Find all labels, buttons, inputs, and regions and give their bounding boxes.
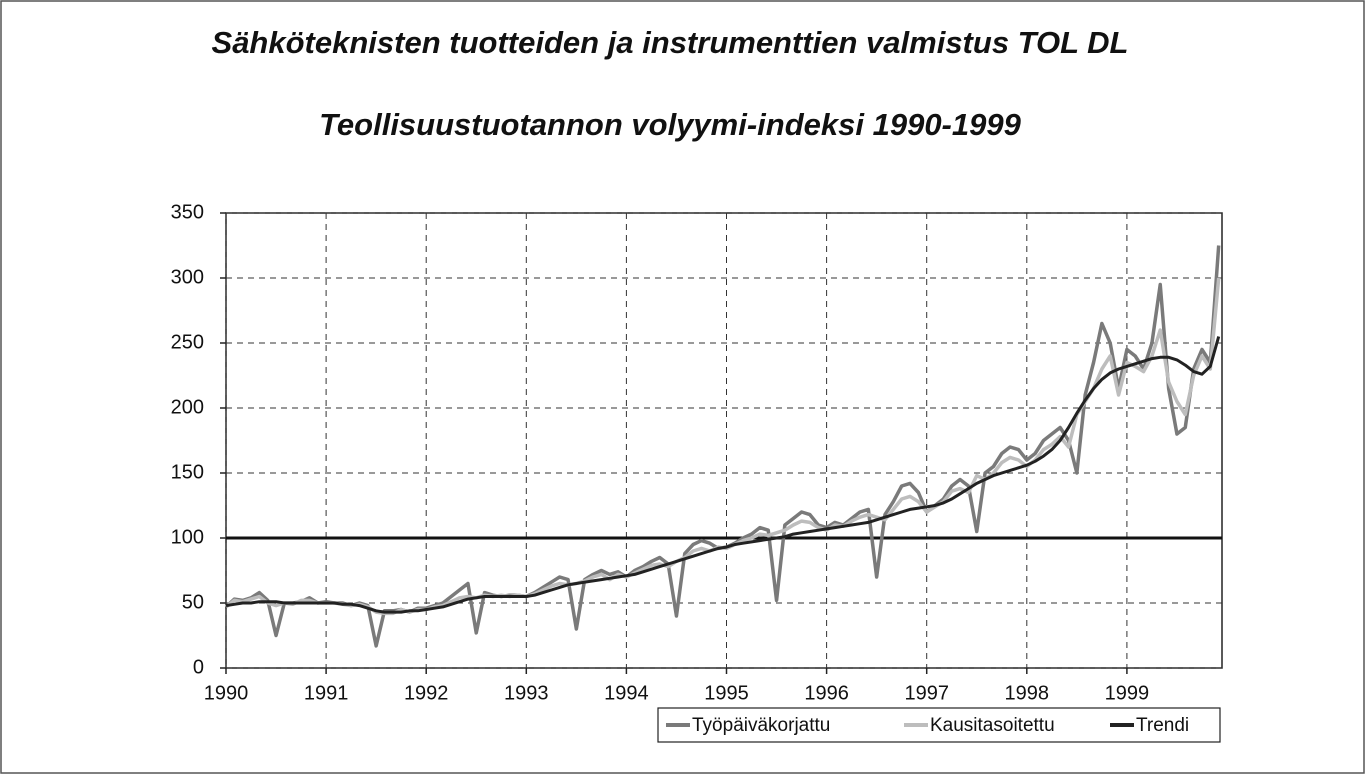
x-tick-label: 1993: [504, 682, 549, 704]
y-tick-label: 100: [171, 526, 204, 548]
y-tick-label: 0: [193, 656, 204, 678]
y-tick-label: 150: [171, 461, 204, 483]
legend-label: Kausitasoitettu: [930, 715, 1055, 736]
x-tick-label: 1994: [604, 682, 649, 704]
legend-label: Työpäiväkorjattu: [692, 715, 830, 736]
x-tick-label: 1991: [304, 682, 349, 704]
x-tick-label: 1998: [1005, 682, 1050, 704]
x-tick-label: 1995: [704, 682, 749, 704]
y-tick-label: 300: [171, 266, 204, 288]
chart-subtitle: Teollisuustuotannon volyymi-indeksi 1990…: [319, 107, 1021, 142]
x-tick-label: 1990: [204, 682, 249, 704]
chart-title: Sähköteknisten tuotteiden ja instrumentt…: [212, 25, 1129, 60]
x-tick-label: 1999: [1105, 682, 1150, 704]
plot-area: [225, 212, 1223, 669]
y-tick-label: 200: [171, 396, 204, 418]
y-tick-label: 250: [171, 331, 204, 353]
legend-label: Trendi: [1136, 715, 1189, 736]
series-line: [225, 336, 1221, 614]
x-tick-label: 1997: [904, 682, 949, 704]
x-tick-label: 1992: [404, 682, 449, 704]
y-tick-label: 350: [171, 201, 204, 223]
y-tick-label: 50: [182, 591, 204, 613]
x-tick-label: 1996: [804, 682, 849, 704]
